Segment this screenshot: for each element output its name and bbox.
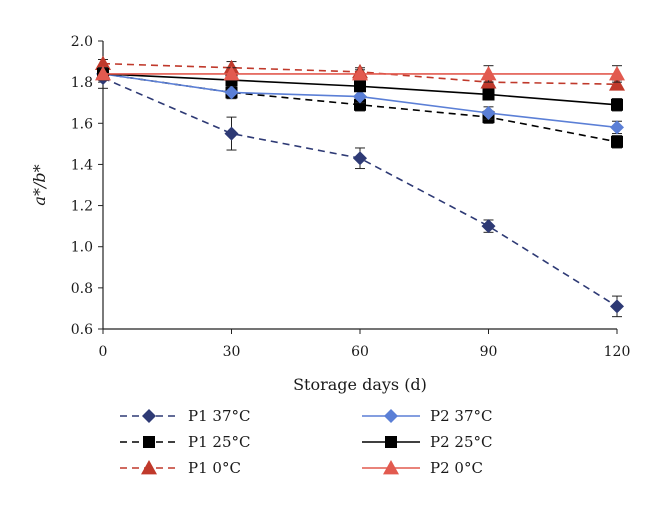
- legend-label: P2 25°C: [430, 433, 492, 451]
- data-point: [611, 98, 623, 111]
- legend-marker: [142, 409, 156, 423]
- y-tick-label: 1.2: [71, 199, 93, 215]
- data-point: [95, 55, 111, 71]
- data-point: [481, 219, 496, 234]
- x-tick-label: 120: [604, 344, 631, 360]
- data-point: [224, 85, 239, 100]
- y-axis-title: a*/b*: [30, 164, 49, 205]
- y-tick-label: 1.8: [71, 75, 93, 91]
- x-tick-label: 0: [99, 344, 108, 360]
- x-tick-label: 60: [351, 344, 369, 360]
- series-line: [102, 77, 618, 308]
- data-point: [223, 65, 240, 81]
- y-tick-label: 1.4: [71, 157, 93, 173]
- data-point: [611, 135, 623, 148]
- y-tick-label: 2.0: [71, 34, 93, 50]
- legend-label: P1 0°C: [188, 459, 241, 477]
- legend-label: P2 37°C: [430, 407, 492, 425]
- x-tick-label: 90: [480, 344, 498, 360]
- legend-marker: [384, 409, 398, 423]
- x-axis-title: Storage days (d): [293, 375, 427, 394]
- data-point: [224, 126, 239, 141]
- y-tick-label: 0.8: [71, 281, 93, 297]
- data-point: [354, 80, 366, 93]
- data-point: [609, 76, 625, 91]
- legend-label: P1 25°C: [188, 433, 250, 451]
- legend-marker: [141, 460, 157, 475]
- data-point: [482, 88, 495, 101]
- data-point: [481, 106, 496, 120]
- data-point: [609, 65, 625, 81]
- data-point: [480, 65, 497, 81]
- y-tick-label: 1.0: [71, 240, 93, 256]
- y-tick-label: 0.6: [71, 322, 93, 338]
- legend-marker: [383, 460, 399, 475]
- legend-marker: [143, 436, 155, 448]
- data-point: [352, 65, 368, 81]
- data-point: [353, 89, 367, 104]
- data-point: [353, 151, 367, 166]
- x-tick-label: 30: [223, 344, 241, 360]
- legend-label: P1 37°C: [188, 407, 250, 425]
- data-point: [354, 98, 366, 111]
- legend-label: P2 0°C: [430, 459, 483, 477]
- data-point: [610, 299, 624, 314]
- data-point: [610, 120, 624, 135]
- y-tick-label: 1.6: [71, 116, 93, 132]
- legend-marker: [385, 436, 397, 448]
- data-point: [95, 65, 111, 81]
